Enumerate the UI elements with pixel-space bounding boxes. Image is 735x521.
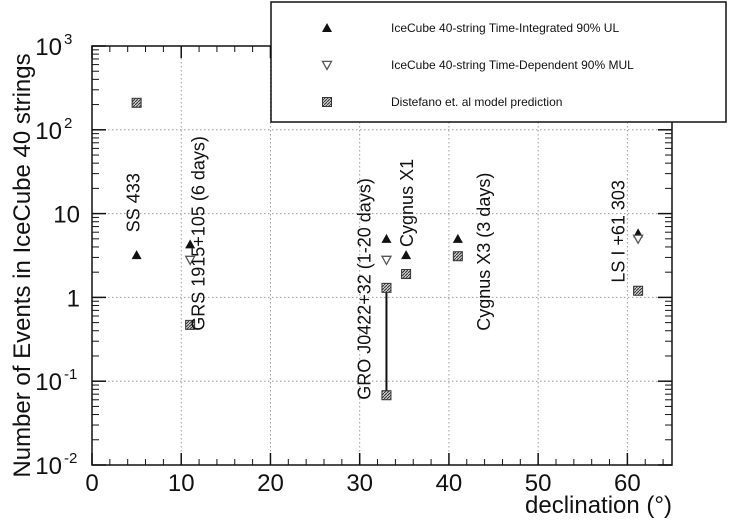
y-axis-title: Number of Events in IceCube 40 strings [9,53,36,477]
data-point-series-1 [131,250,142,260]
x-tick-label: 20 [257,470,284,497]
legend-box [270,1,727,123]
legend-label: IceCube 40-string Time-Dependent 90% MUL [391,58,634,72]
data-point-series-3 [381,390,392,401]
x-tick-label: 40 [436,470,463,497]
legend-marker [321,60,333,71]
source-label: Cygnus X3 (3 days) [474,173,494,331]
source-label: GRO J0422+32 (1-20 days) [354,178,374,400]
data-point-series-1 [452,233,463,243]
legend-entries: IceCube 40-string Time-Integrated 90% UL… [321,21,634,109]
data-point-series-2 [380,255,393,266]
x-axis-title: declination (°) [525,492,672,519]
y-tick-label: 10 [53,202,80,229]
y-tick-exponent: 3 [64,31,72,48]
data-point-series-3 [633,285,644,296]
x-tick-label: 50 [525,470,552,497]
x-tick-label: 60 [614,470,641,497]
data-point-series-3 [401,269,412,280]
source-label: GRS 1915+105 (6 days) [188,136,208,331]
legend-marker [322,23,332,32]
data-point-series-2 [632,234,644,245]
x-tick-label: 30 [346,470,373,497]
y-tick-label: 1 [67,285,80,312]
source-label: Cygnus X1 [397,159,417,247]
legend-marker [322,97,332,107]
y-tick-exponent: -2 [64,450,77,467]
marks-layer [131,97,644,401]
data-point-series-3 [381,282,392,293]
legend: IceCube 40-string Time-Integrated 90% UL… [270,1,727,123]
legend-label: Distefano et. al model prediction [391,95,562,109]
data-point-series-1 [185,239,196,249]
y-tick-label: 10 [35,369,62,396]
y-tick-exponent: -1 [64,366,77,383]
y-tick-label: 10 [35,453,62,480]
data-point-series-3 [185,319,196,330]
y-tick-exponent: 2 [64,115,72,132]
data-point-series-1 [381,233,392,243]
legend-label: IceCube 40-string Time-Integrated 90% UL [391,21,619,35]
x-tick-label: 10 [168,470,195,497]
annotation-layer: SS 433 GRS 1915+105 (6 days) GRO J0422+32 … [123,136,628,400]
source-label: LS I +61 303 [609,180,629,283]
data-point-series-1 [401,250,412,260]
y-tick-label: 10 [35,34,62,61]
y-tick-label: 10 [35,118,62,145]
data-point-series-3 [131,97,142,108]
data-point-series-2 [184,255,196,266]
source-label: SS 433 [123,173,143,232]
data-point-series-3 [452,251,463,262]
x-tick-label: 0 [85,470,98,497]
